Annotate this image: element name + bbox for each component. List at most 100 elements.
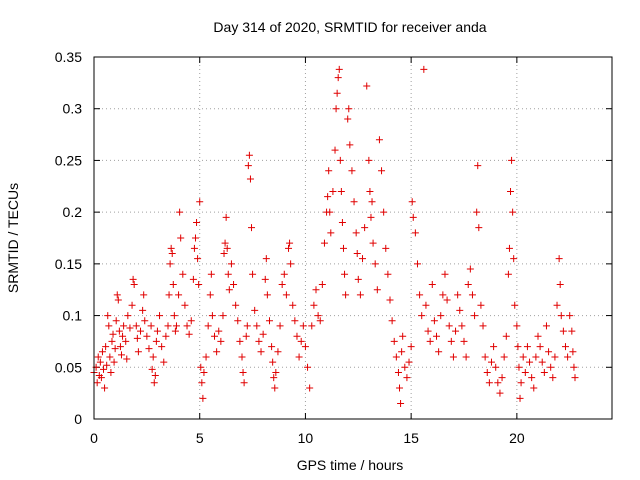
chart-title: Day 314 of 2020, SRMTID for receiver and… (213, 19, 486, 35)
data-point (492, 363, 500, 371)
data-point (411, 229, 419, 237)
data-point (532, 353, 540, 361)
data-point (365, 156, 373, 164)
data-point (150, 379, 158, 387)
data-point (407, 343, 415, 351)
data-point (187, 317, 195, 325)
data-point (378, 167, 386, 175)
data-point (454, 291, 462, 299)
data-point (464, 281, 472, 289)
data-point (348, 167, 356, 175)
data-point (195, 281, 203, 289)
data-point (227, 260, 235, 268)
data-point (441, 270, 449, 278)
data-point (304, 363, 312, 371)
data-point (164, 322, 172, 330)
data-point (268, 343, 276, 351)
data-point (475, 224, 483, 232)
data-point (551, 353, 559, 361)
x-axis-label: GPS time / hours (297, 457, 404, 473)
data-point (110, 358, 118, 366)
data-point (398, 348, 406, 356)
data-point (515, 363, 523, 371)
data-point (196, 198, 204, 206)
data-point (240, 379, 248, 387)
data-point (516, 394, 524, 402)
y-tick-label: 0.2 (63, 204, 83, 220)
data-point (342, 291, 350, 299)
data-point (510, 255, 518, 263)
data-point (139, 306, 147, 314)
data-point (129, 275, 137, 283)
data-point (221, 239, 229, 247)
data-point (204, 322, 212, 330)
y-tick-label: 0.35 (55, 49, 82, 65)
data-point (413, 260, 421, 268)
data-point (269, 358, 277, 366)
data-point (113, 291, 121, 299)
data-point (123, 355, 131, 363)
y-tick-label: 0.3 (63, 101, 83, 117)
data-point (126, 324, 134, 332)
data-point (356, 291, 364, 299)
data-point (496, 389, 504, 397)
data-point (152, 337, 160, 345)
data-point (373, 286, 381, 294)
data-point (287, 260, 295, 268)
data-point (380, 208, 388, 216)
data-point (487, 358, 495, 366)
data-point (295, 353, 303, 361)
data-point (238, 353, 246, 361)
data-point (119, 332, 127, 340)
data-point (540, 368, 548, 376)
data-point (199, 394, 207, 402)
data-point (517, 379, 525, 387)
data-point (386, 296, 394, 304)
data-point (549, 374, 557, 382)
data-point (523, 343, 531, 351)
data-point (345, 105, 353, 113)
data-point (251, 306, 259, 314)
data-point (100, 365, 108, 373)
data-point (230, 281, 238, 289)
data-point (143, 332, 151, 340)
data-point (172, 322, 180, 330)
data-point (271, 384, 279, 392)
data-point (559, 327, 567, 335)
data-point (564, 353, 572, 361)
data-point (462, 353, 470, 361)
data-point (363, 82, 371, 90)
x-tick-label: 20 (509, 430, 525, 446)
data-point (420, 65, 428, 73)
data-point (399, 332, 407, 340)
data-point (337, 187, 345, 195)
x-tick-label: 10 (298, 430, 314, 446)
data-point (107, 368, 115, 376)
data-point (401, 363, 409, 371)
data-point (104, 312, 112, 320)
data-point (171, 327, 179, 335)
data-point (160, 358, 168, 366)
data-point (504, 270, 512, 278)
data-point (286, 239, 294, 247)
y-tick-label: 0.25 (55, 152, 82, 168)
data-point (122, 337, 130, 345)
data-point (439, 291, 447, 299)
data-point (175, 291, 183, 299)
data-point (147, 322, 155, 330)
data-point (369, 239, 377, 247)
data-point (299, 322, 307, 330)
data-point (134, 348, 142, 356)
data-point (394, 368, 402, 376)
data-point (162, 332, 170, 340)
data-point (456, 306, 464, 314)
data-point (336, 156, 344, 164)
data-point (116, 343, 124, 351)
data-point (285, 244, 293, 252)
data-point (262, 255, 270, 263)
data-point (244, 162, 252, 170)
y-tick-label: 0 (74, 411, 82, 427)
data-point (536, 343, 544, 351)
data-point (352, 229, 360, 237)
